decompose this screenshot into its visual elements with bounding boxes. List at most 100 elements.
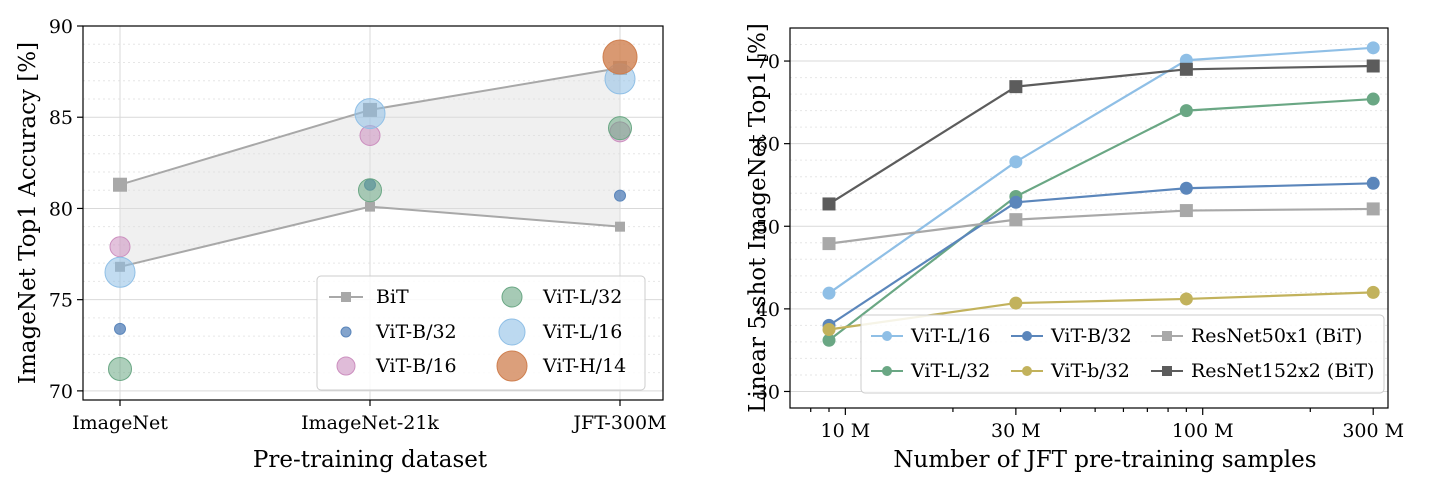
left-y-tick-label: 90 [49, 16, 73, 38]
left-y-tick-label: 85 [49, 107, 73, 129]
legend-r-vit-bsmall-label: ViT-b/32 [1050, 360, 1130, 382]
right-x-tick-label: 300 M [1342, 420, 1404, 442]
point-vit_b32 [614, 189, 626, 202]
point-vit_l32 [608, 116, 632, 141]
marker-vit_l32 [822, 333, 836, 347]
right-y-tick-label: 60 [756, 134, 780, 156]
legend-vit-l32-label: ViT-L/32 [542, 286, 622, 308]
marker-bit [1366, 202, 1380, 216]
marker-bit [1179, 204, 1193, 218]
legend-r-resnet152-marker [1162, 366, 1172, 376]
right-legend-box [860, 314, 1385, 394]
point-vit_l32 [358, 178, 382, 203]
right-lines [822, 41, 1380, 347]
right-chart: 30 40 50 60 70 10 M 30 M 100 M 300 M Number of … [745, 23, 1404, 473]
line-vit_l16 [828, 46, 1374, 295]
legend-r-resnet50-label: ResNet50x1 (BiT) [1191, 325, 1362, 347]
left-x-axis-label: Pre-training dataset [253, 447, 488, 473]
right-grid [790, 27, 1388, 392]
legend-r-vit-bsmall-marker [1022, 366, 1032, 376]
marker-vit_l16 [1366, 41, 1380, 55]
legend-r-vit-l16-label: ViT-L/16 [910, 325, 990, 347]
line-vit_l32 [828, 97, 1374, 342]
legend-vit-l16-marker [498, 318, 526, 346]
right-y-tick-label: 70 [756, 51, 780, 73]
legend-bit-label: BiT [376, 286, 409, 308]
point-vit_l16 [104, 256, 136, 288]
left-x-tick-label: ImageNet [72, 412, 168, 434]
marker-bit [1009, 213, 1023, 227]
bit-lower-marker [615, 221, 625, 232]
point-vit_h14 [602, 39, 638, 75]
right-x-ticks: 10 M 30 M 100 M 300 M [810, 408, 1404, 442]
legend-vit-b32-marker [340, 326, 352, 338]
point-vit_l16 [354, 98, 386, 130]
legend-r-vit-b32-marker [1022, 331, 1032, 341]
bit-upper-marker [113, 177, 127, 192]
left-x-ticks: ImageNet ImageNet-21k JFT-300M [72, 400, 667, 434]
right-legend: ViT-L/16 ViT-B/32 ResNet50x1 (BiT) ViT-L… [860, 314, 1385, 394]
right-plot-frame [789, 27, 1389, 409]
legend-r-vit-l32-marker [882, 366, 892, 376]
legend-vit-l16-label: ViT-L/16 [542, 321, 622, 343]
right-x-axis-label: Number of JFT pre-training samples [893, 447, 1316, 473]
marker-vit_b_small [822, 323, 836, 337]
marker-vit_b32 [1366, 176, 1380, 190]
legend-r-vit-b32-label: ViT-B/32 [1050, 325, 1132, 347]
marker-vit_b32 [1179, 181, 1193, 195]
left-x-tick-label: ImageNet-21k [301, 412, 439, 434]
marker-vit_l32 [1179, 104, 1193, 118]
legend-r-resnet50-marker [1162, 331, 1172, 341]
right-y-tick-label: 30 [756, 381, 780, 403]
point-vit_b16 [109, 236, 131, 258]
marker-vit_b_small [1179, 292, 1193, 306]
right-y-tick-label: 50 [756, 216, 780, 238]
left-points [104, 39, 638, 381]
right-y-axis-label: Linear 5-shot ImageNet Top1 [%] [745, 23, 771, 413]
left-legend-box [316, 275, 646, 391]
left-y-axis-label: ImageNet Top1 Accuracy [%] [15, 42, 41, 384]
marker-vit_b_small [1366, 285, 1380, 299]
right-x-tick-label: 10 M [821, 420, 871, 442]
right-y-tick-label: 40 [756, 299, 780, 321]
marker-bit_dark [822, 197, 836, 211]
marker-bit_dark [1179, 62, 1193, 76]
left-y-tick-label: 80 [49, 198, 73, 220]
line-bit [828, 207, 1374, 245]
legend-vit-h14-label: ViT-H/14 [542, 355, 626, 377]
right-x-tick-label: 30 M [991, 420, 1041, 442]
line-vit_b32 [828, 182, 1374, 327]
legend-r-vit-l32-label: ViT-L/32 [910, 360, 990, 382]
left-plot-frame [82, 25, 664, 401]
legend-vit-b32-label: ViT-B/32 [375, 321, 457, 343]
marker-vit_l16 [822, 286, 836, 300]
point-vit_l32 [108, 356, 132, 381]
legend-vit-b16-marker [336, 356, 356, 376]
marker-vit_b32 [1009, 195, 1023, 209]
left-y-tick-label: 75 [49, 290, 73, 312]
point-vit_b32 [114, 322, 126, 335]
marker-bit [822, 237, 836, 251]
marker-vit_l32 [1366, 92, 1380, 106]
bit-band-fill [120, 67, 620, 267]
legend-r-resnet152-label: ResNet152x2 (BiT) [1191, 360, 1374, 382]
right-x-tick-label: 100 M [1172, 420, 1234, 442]
legend-vit-b16-label: ViT-B/16 [375, 355, 457, 377]
bit-lower-marker [365, 201, 375, 212]
left-y-tick-label: 70 [49, 381, 73, 403]
marker-vit_l16 [1009, 155, 1023, 169]
marker-vit_b_small [1009, 296, 1023, 310]
line-bit_dark [828, 64, 1374, 205]
right-y-ticks: 30 40 50 60 70 [756, 51, 790, 403]
legend-r-vit-l16-marker [882, 331, 892, 341]
left-x-tick-label: JFT-300M [571, 412, 666, 434]
legend-vit-l32-marker [501, 286, 523, 308]
legend-bit-marker [341, 292, 351, 302]
left-legend: BiT ViT-B/32 ViT-B/16 ViT-L/32 ViT-L/16 … [316, 275, 646, 391]
marker-bit_dark [1009, 80, 1023, 94]
marker-bit_dark [1366, 59, 1380, 73]
left-y-ticks: 70 75 80 85 90 [49, 16, 83, 403]
legend-vit-h14-marker [496, 350, 528, 382]
